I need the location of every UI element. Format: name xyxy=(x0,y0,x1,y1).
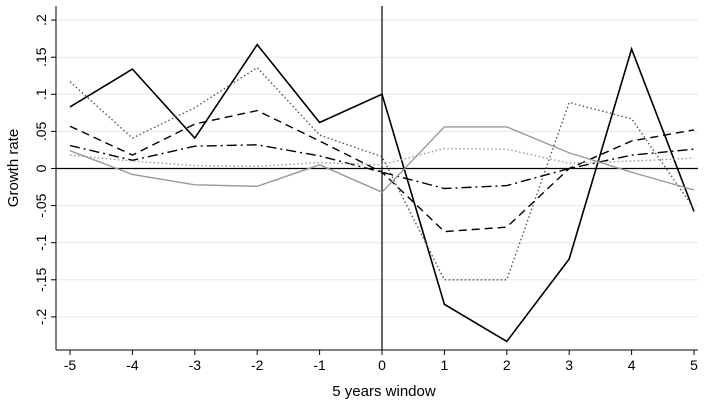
x-tick-label: 4 xyxy=(628,357,636,373)
reference-lines xyxy=(56,6,698,350)
x-tick-label: -1 xyxy=(313,357,326,373)
tick-group: .2 .15 .1 .05 0 -.05 -.1 -.15 -.2 -5 -4 -3 -2 -1 0 1 2 3 4… xyxy=(33,14,698,373)
axes xyxy=(55,6,698,351)
y-tick-label: .1 xyxy=(33,88,49,100)
x-tick-label: 5 xyxy=(690,357,698,373)
x-tick-label: 1 xyxy=(441,357,449,373)
series-line-4 xyxy=(69,144,695,190)
y-tick-label: 0 xyxy=(33,164,49,172)
x-tick-label: -4 xyxy=(126,357,139,373)
grid-lines xyxy=(57,19,698,318)
x-tick-label: -2 xyxy=(251,357,264,373)
y-tick-label: -.05 xyxy=(33,193,49,217)
x-axis-title: 5 years window xyxy=(332,383,436,400)
y-tick-label: .2 xyxy=(33,14,49,26)
y-tick-label: -.1 xyxy=(33,234,49,251)
x-tick-label: 2 xyxy=(503,357,511,373)
x-tick-label: 0 xyxy=(378,357,386,373)
y-axis-title: Growth rate xyxy=(5,129,22,207)
y-tick-label: -.2 xyxy=(33,309,49,326)
x-tick-label: -3 xyxy=(189,357,202,373)
x-tick-label: 3 xyxy=(565,357,573,373)
y-tick-label: .15 xyxy=(33,47,49,67)
series-line-5 xyxy=(69,126,695,194)
y-tick-label: .05 xyxy=(33,121,49,141)
y-tick-label: -.15 xyxy=(33,268,49,292)
series-group xyxy=(69,43,695,343)
x-tick-label: -5 xyxy=(64,357,77,373)
series-line-6 xyxy=(69,147,695,168)
series-line-1 xyxy=(69,43,695,343)
